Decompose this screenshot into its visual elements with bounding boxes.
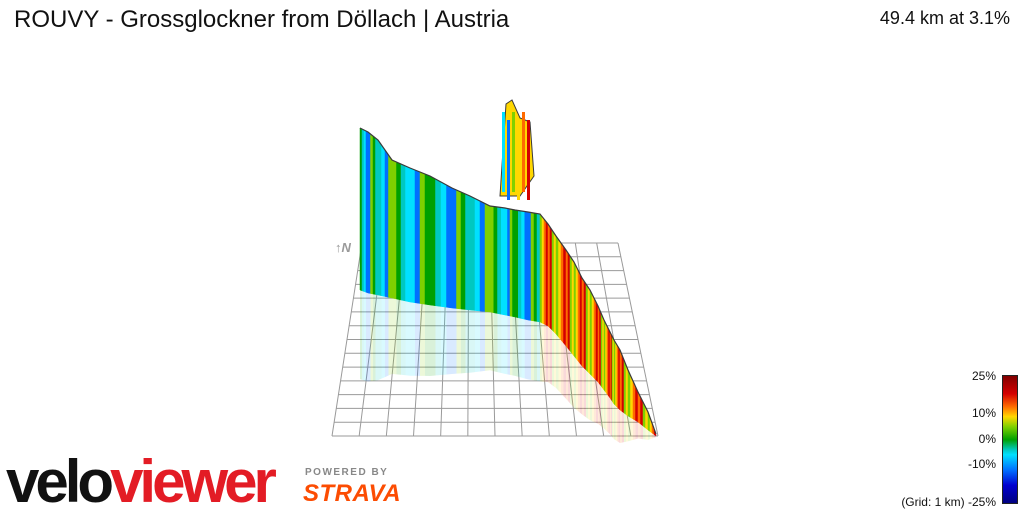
legend-label-0: 0% (978, 432, 996, 446)
gradient-legend-bar (1002, 375, 1018, 504)
legend-label-minus-25: (Grid: 1 km) -25% (901, 495, 996, 509)
legend-label-minus-10: -10% (967, 457, 996, 471)
logo-velo-text: velo (6, 448, 114, 515)
profile-reflection (360, 290, 656, 443)
veloviewer-logo[interactable]: veloviewer (6, 452, 277, 512)
north-arrow-icon: ↑N (335, 240, 351, 255)
strava-logo[interactable]: STRAVA (303, 480, 402, 507)
profile-ridge-line (359, 127, 657, 435)
powered-by-label: POWERED BY (305, 467, 389, 478)
page-title: ROUVY - Grossglockner from Döllach | Aus… (14, 6, 510, 33)
elevation-profile-wall (359, 99, 657, 437)
legend-label-10: 10% (971, 406, 996, 420)
logo-viewer-text: viewer (110, 448, 277, 515)
route-summary: 49.4 km at 3.1% (879, 8, 1010, 28)
legend-label-25: 25% (971, 369, 996, 383)
